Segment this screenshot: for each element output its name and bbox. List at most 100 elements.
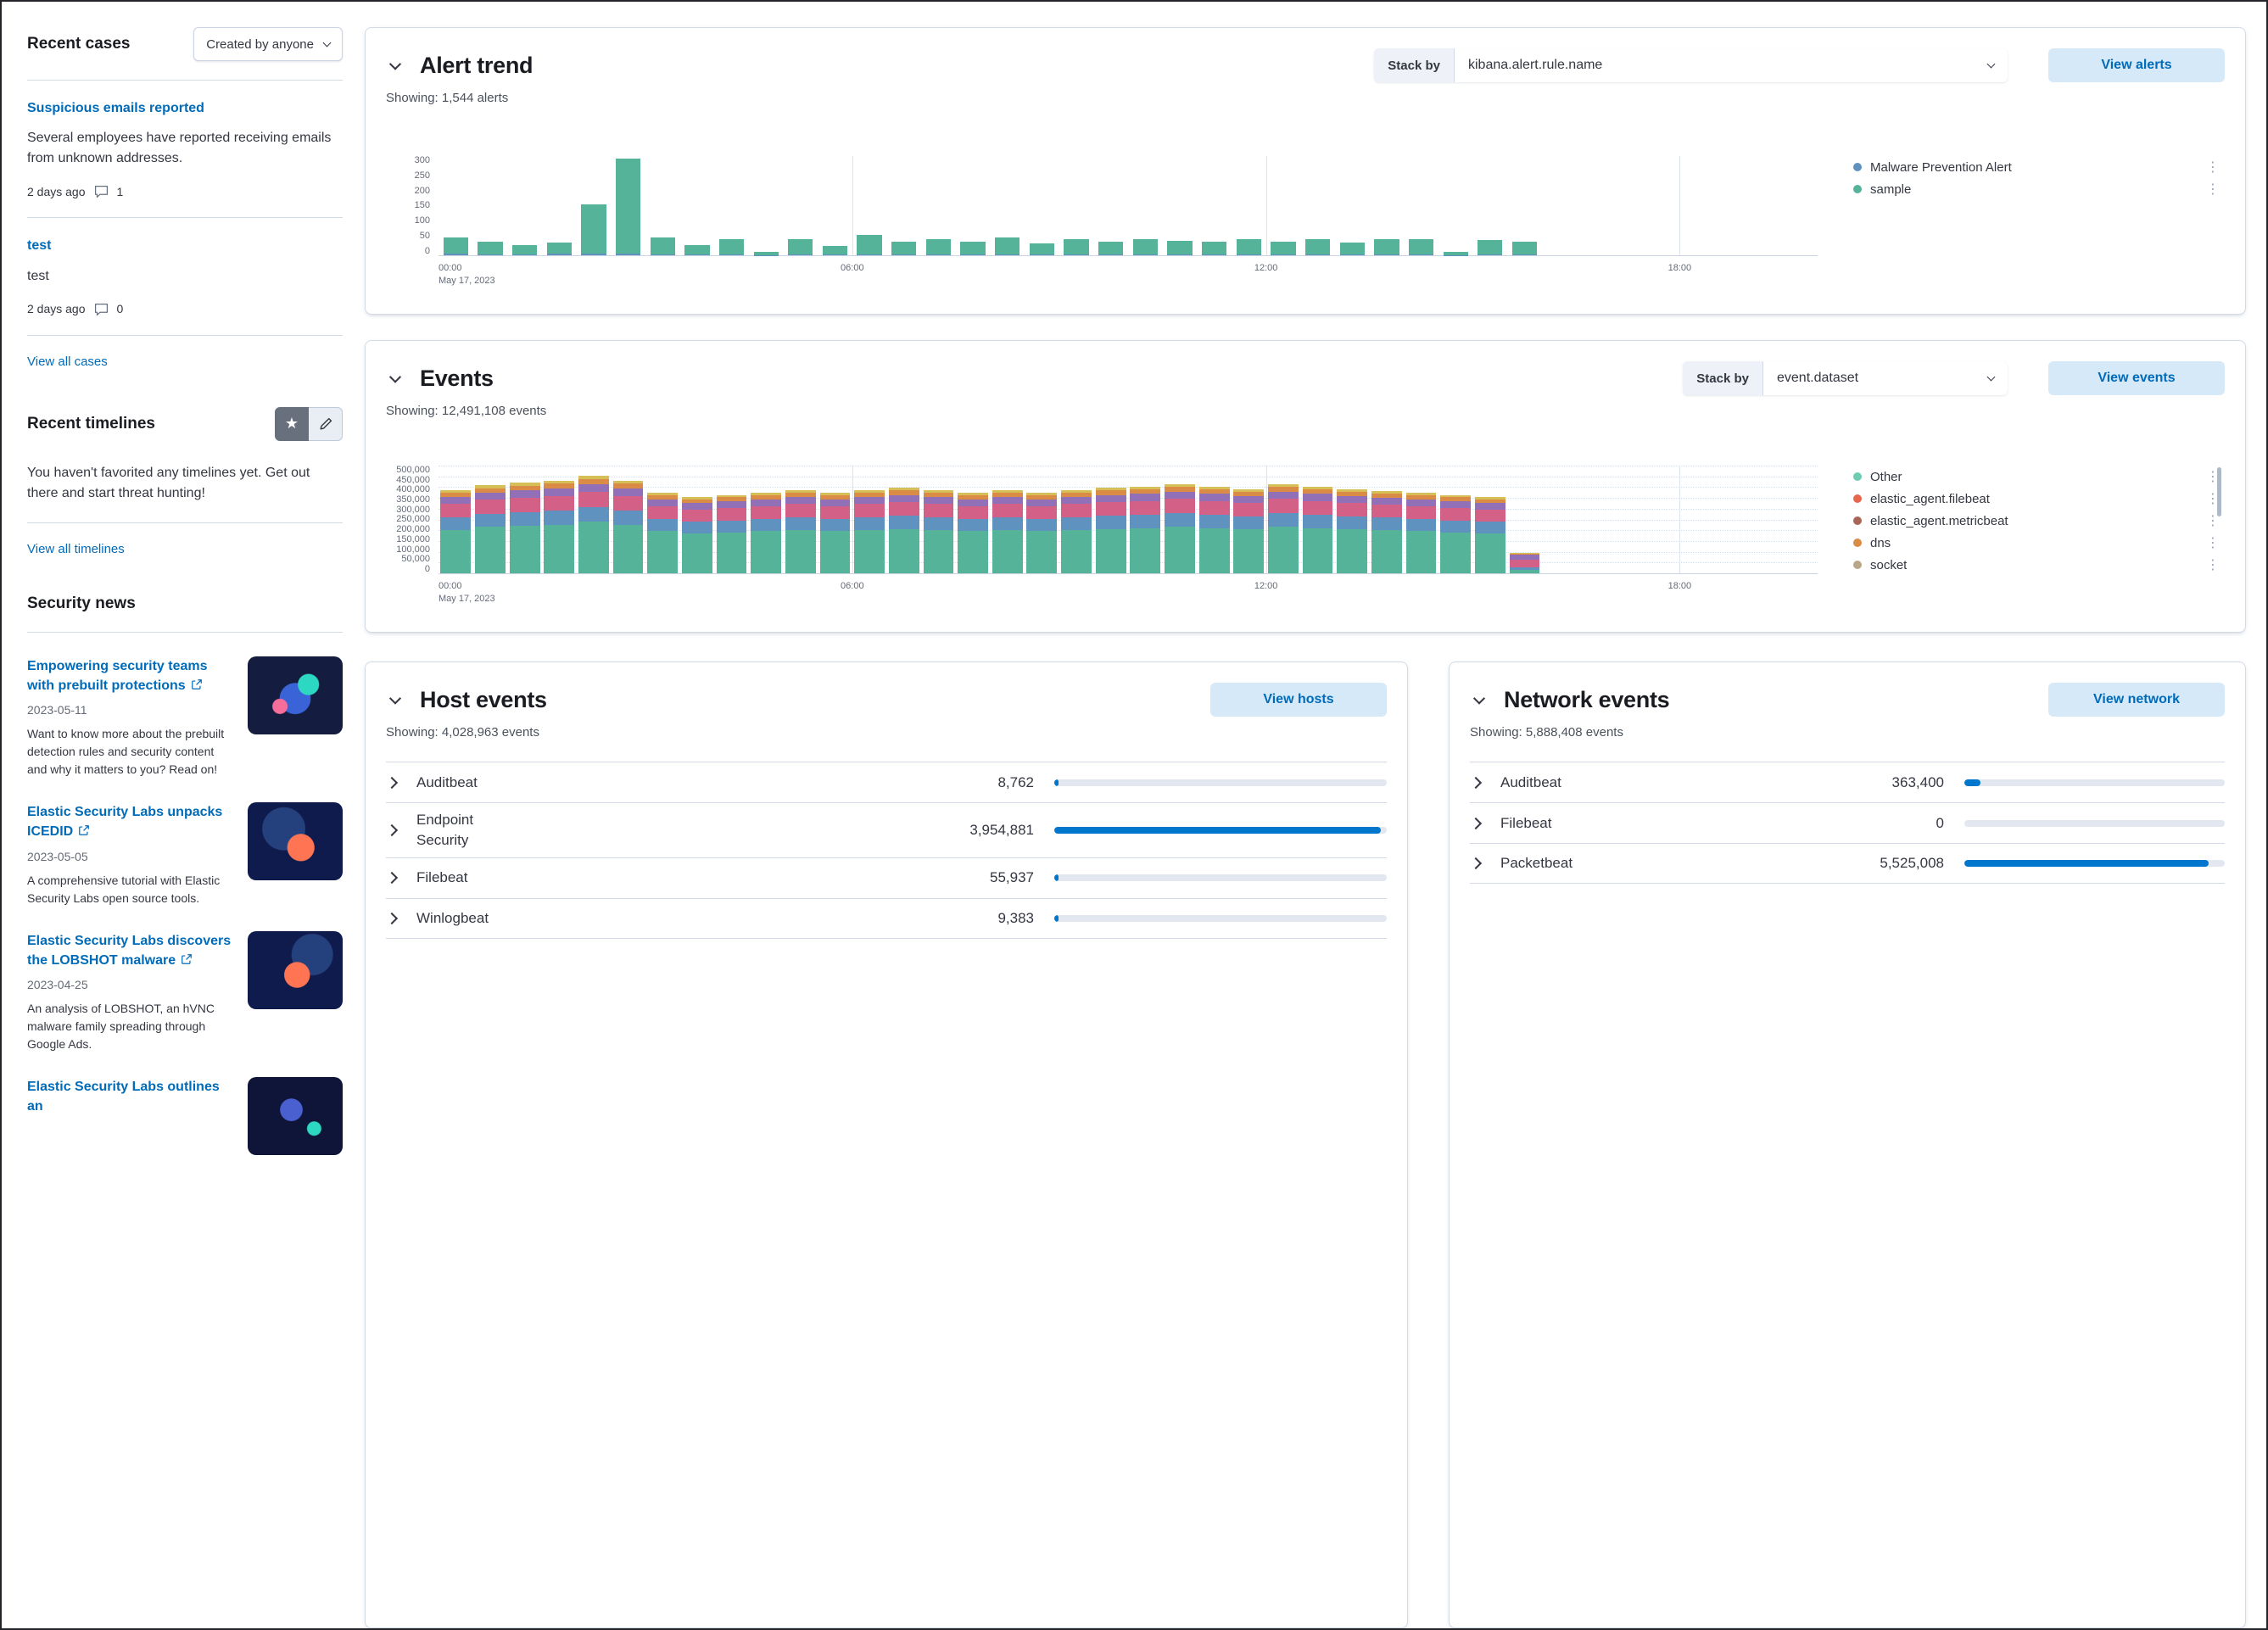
legend-item[interactable]: sample ⋮ [1853, 178, 2225, 200]
events-stack-by-group: Stack by event.dataset [1683, 361, 2008, 395]
bar-segment [1236, 238, 1261, 255]
bar-segment [612, 483, 644, 488]
bar-segment [1198, 488, 1230, 494]
collapse-host-events-icon[interactable] [386, 690, 405, 709]
alert-stack-by-select[interactable]: kibana.alert.rule.name [1455, 48, 2008, 82]
bar-segment [1026, 492, 1058, 495]
timeline-filter-group: ★ [275, 406, 343, 441]
horizontal-gridline [439, 530, 1818, 532]
news-description: Want to know more about the prebuilt det… [27, 727, 225, 777]
expand-row-icon[interactable] [385, 823, 416, 836]
news-thumbnail[interactable] [248, 802, 343, 881]
bar-segment [478, 254, 503, 255]
legend-menu-icon[interactable]: ⋮ [2206, 160, 2220, 175]
bar-segment [716, 497, 747, 502]
bar-segment [1095, 494, 1126, 502]
alert-chart-plot [439, 156, 1818, 256]
comment-count: 1 [116, 184, 124, 198]
events-stack-by-select[interactable]: event.dataset [1763, 361, 2008, 395]
bar-segment [511, 244, 538, 255]
collapse-network-events-icon[interactable] [1470, 690, 1489, 709]
expand-row-icon[interactable] [385, 912, 416, 924]
news-thumbnail[interactable] [248, 1076, 343, 1155]
favorites-toggle-button[interactable]: ★ [275, 406, 309, 441]
bar-segment [1405, 518, 1437, 532]
case-description: test [27, 268, 49, 283]
bar-segment [819, 492, 851, 495]
collapse-events-icon[interactable] [386, 369, 405, 388]
bar-segment [544, 511, 575, 525]
expand-row-icon[interactable] [1469, 857, 1500, 870]
horizontal-gridline [439, 498, 1818, 500]
legend-item[interactable]: elastic_agent.filebeat ⋮ [1853, 488, 2225, 510]
bar-segment [1478, 240, 1503, 255]
x-axis-label: 12:00 [1254, 581, 1278, 591]
legend-menu-icon[interactable]: ⋮ [2206, 536, 2220, 550]
legend-menu-icon[interactable]: ⋮ [2206, 558, 2220, 572]
view-hosts-button[interactable]: View hosts [1210, 683, 1387, 717]
legend-menu-icon[interactable]: ⋮ [2206, 492, 2220, 506]
news-title-link[interactable]: Elastic Security Labs discovers the LOBS… [27, 933, 232, 968]
bar-segment [958, 492, 988, 495]
legend-menu-icon[interactable]: ⋮ [2206, 470, 2220, 484]
news-title-link[interactable]: Elastic Security Labs unpacks ICEDID [27, 805, 223, 840]
news-thumbnail[interactable] [248, 930, 343, 1009]
comment-icon [94, 303, 108, 315]
legend-item[interactable]: Malware Prevention Alert ⋮ [1853, 156, 2225, 178]
bar-segment [1233, 488, 1265, 492]
alert-chart-x-axis: 00:00 May 17, 2023 06:00 12:00 18:00 [439, 256, 1818, 293]
bar-segment [578, 479, 609, 484]
legend-scrollbar[interactable] [2217, 467, 2221, 516]
legend-menu-icon[interactable]: ⋮ [2206, 182, 2220, 197]
vertical-gridline [1265, 156, 1267, 255]
bar-segment [475, 488, 506, 494]
expand-row-icon[interactable] [385, 872, 416, 885]
legend-item[interactable]: Other ⋮ [1853, 466, 2225, 488]
legend-menu-icon[interactable]: ⋮ [2206, 514, 2220, 528]
host-events-showing: Showing: 4,028,963 events [386, 725, 539, 740]
view-all-timelines-link[interactable]: View all timelines [27, 541, 125, 556]
bar-segment [546, 242, 572, 254]
x-axis-label: 18:00 [1667, 263, 1692, 273]
recently-updated-toggle-button[interactable] [309, 406, 343, 441]
bottom-panels-row: Host events View hosts Showing: 4,028,96… [365, 661, 2246, 1628]
bar-segment [751, 518, 782, 532]
bar-segment [578, 522, 609, 573]
news-description: An analysis of LOBSHOT, an hVNC malware … [27, 1001, 215, 1051]
bar-segment [681, 503, 712, 510]
view-events-button[interactable]: View events [2048, 361, 2225, 395]
expand-row-icon[interactable] [1469, 776, 1500, 789]
case-age: 2 days ago [27, 184, 86, 198]
expand-row-icon[interactable] [1469, 817, 1500, 829]
progress-track [1054, 874, 1387, 882]
bar-segment [647, 518, 679, 532]
x-axis-label: 00:00 May 17, 2023 [439, 581, 495, 605]
row-name: Endpoint Security [416, 812, 474, 848]
bar-segment [1061, 516, 1092, 531]
case-title-link[interactable]: Suspicious emails reported [27, 101, 204, 115]
news-title-link[interactable]: Elastic Security Labs outlines an [27, 1079, 220, 1114]
view-alerts-button[interactable]: View alerts [2048, 48, 2225, 82]
news-thumbnail[interactable] [248, 656, 343, 734]
bar-segment [1061, 530, 1092, 573]
bar-segment [1026, 505, 1058, 519]
legend-item[interactable]: dns ⋮ [1853, 532, 2225, 554]
bar-segment [891, 241, 917, 255]
case-title-link[interactable]: test [27, 238, 52, 254]
bar-segment [819, 531, 851, 573]
view-network-button[interactable]: View network [2048, 683, 2225, 717]
bar-segment [888, 490, 919, 495]
bar-segment [925, 254, 952, 255]
view-all-cases-link[interactable]: View all cases [27, 354, 108, 369]
news-title-link[interactable]: Empowering security teams with prebuilt … [27, 658, 208, 693]
bar-segment [1304, 238, 1331, 255]
bar-segment [509, 497, 540, 512]
cases-filter-dropdown[interactable]: Created by anyone [193, 27, 343, 61]
legend-item[interactable]: socket ⋮ [1853, 554, 2225, 576]
collapse-alert-trend-icon[interactable] [386, 56, 405, 75]
expand-row-icon[interactable] [385, 776, 416, 789]
divider [27, 522, 343, 523]
chevron-right-icon [1469, 776, 1483, 789]
case-description: Several employees have reported receivin… [27, 131, 332, 166]
legend-item[interactable]: elastic_agent.metricbeat ⋮ [1853, 510, 2225, 532]
